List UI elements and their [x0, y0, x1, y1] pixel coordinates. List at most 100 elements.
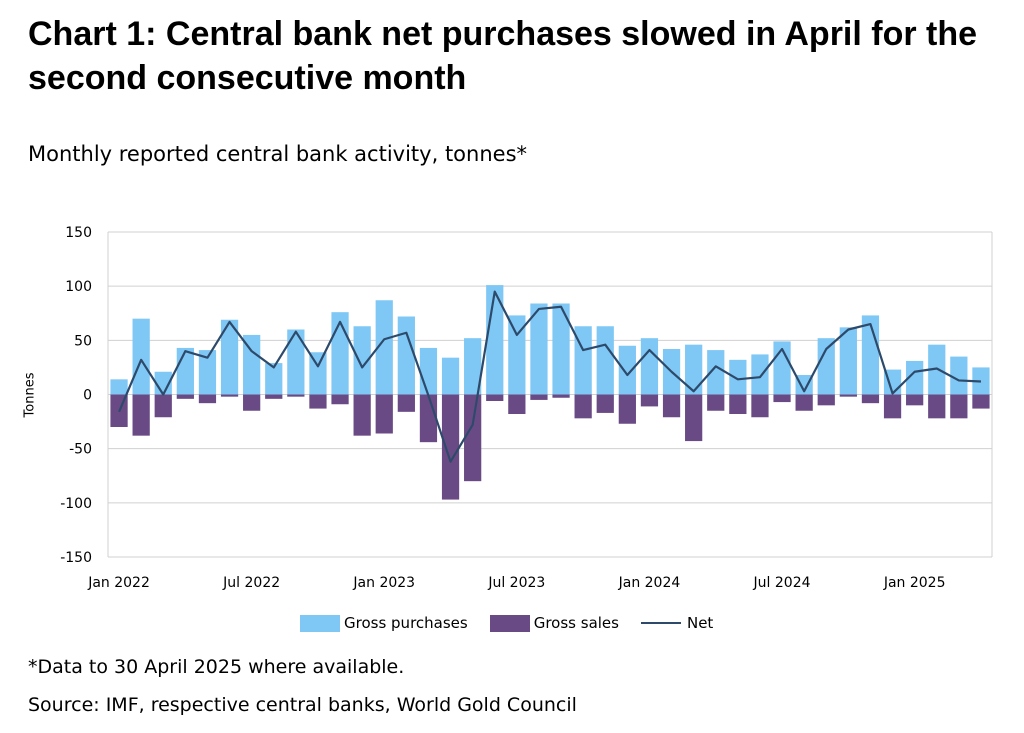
sales-bar	[331, 394, 349, 405]
purchase-bar	[397, 316, 415, 395]
x-tick-label: Jul 2022	[222, 575, 280, 591]
purchase-bar	[508, 315, 526, 395]
purchase-bar	[110, 379, 128, 395]
x-tick-label: Jul 2024	[753, 575, 811, 591]
purchase-bar	[552, 303, 570, 395]
legend-item-net: Net	[640, 614, 714, 632]
sales-bar	[552, 394, 570, 398]
purchase-bar	[441, 357, 460, 395]
legend-item-purchases: Gross purchases	[300, 614, 468, 632]
x-tick-label: Jan 2025	[883, 575, 946, 591]
net-swatch	[640, 622, 681, 624]
sales-bar	[220, 394, 239, 397]
sales-bar	[464, 394, 482, 482]
purchase-bar	[906, 360, 924, 395]
sales-bar	[906, 394, 924, 406]
sales-bar	[154, 394, 172, 418]
sales-bar	[883, 394, 902, 419]
purchase-bar	[220, 319, 239, 395]
sales-bar	[287, 394, 305, 397]
purchase-bar	[950, 356, 968, 395]
purchase-bar	[132, 318, 150, 395]
sales-bar	[662, 394, 681, 418]
sales-bar	[773, 394, 791, 403]
sales-bar	[751, 394, 769, 418]
sales-bar	[950, 394, 968, 419]
purchase-bar	[243, 334, 261, 395]
legend-label-sales: Gross sales	[533, 614, 619, 632]
sales-bar	[243, 394, 261, 411]
purchase-bar	[817, 338, 835, 395]
y-tick-label: -50	[69, 442, 92, 458]
legend-label-purchases: Gross purchases	[344, 614, 468, 632]
purchase-bar	[287, 329, 305, 395]
purchase-bar	[729, 359, 747, 395]
sales-bar	[861, 394, 880, 404]
sales-bar	[375, 394, 393, 434]
sales-bar	[309, 394, 327, 409]
purchase-bar	[640, 338, 659, 395]
purchase-bar	[353, 326, 371, 395]
footnote: *Data to 30 April 2025 where available.	[28, 656, 405, 678]
purchase-bar	[198, 350, 217, 395]
purchase-bar	[176, 347, 194, 395]
purchase-bar	[464, 338, 482, 395]
sales-bar	[707, 394, 725, 411]
y-tick-labels: 150 100 50 0 -50 -100 -150	[60, 225, 92, 566]
sales-bar	[132, 394, 150, 436]
y-tick-label: -100	[60, 496, 92, 512]
source-note: Source: IMF, respective central banks, W…	[28, 694, 577, 716]
purchase-bar	[265, 363, 283, 395]
sales-bar	[640, 394, 659, 407]
purchase-bar	[596, 326, 614, 395]
sales-bar	[685, 394, 703, 442]
sales-bar	[353, 394, 371, 436]
sales-bar	[618, 394, 636, 424]
purchase-bar	[375, 300, 393, 395]
x-tick-label: Jan 2023	[352, 575, 415, 591]
bar-series	[110, 285, 990, 500]
x-tick-label: Jul 2023	[487, 575, 545, 591]
sales-bar	[530, 394, 548, 400]
x-tick-label: Jan 2022	[87, 575, 150, 591]
purchase-bar	[795, 375, 813, 395]
purchase-bar	[331, 312, 349, 395]
sales-bar	[795, 394, 813, 411]
purchase-bar	[309, 352, 327, 395]
sales-bar	[397, 394, 415, 412]
purchase-bar	[618, 345, 636, 395]
y-tick-label: -150	[60, 550, 92, 566]
legend-label-net: Net	[686, 614, 714, 632]
chart-subtitle: Monthly reported central bank activity, …	[28, 142, 528, 166]
sales-bar	[486, 394, 504, 401]
sales-swatch	[489, 614, 530, 632]
purchase-bar	[707, 350, 725, 395]
sales-bar	[508, 394, 526, 414]
sales-bar	[596, 394, 614, 413]
x-tick-label: Jan 2024	[618, 575, 681, 591]
net-line	[118, 290, 982, 463]
y-tick-label: 0	[83, 388, 92, 404]
purchases-swatch	[300, 614, 340, 632]
sales-bar	[928, 394, 946, 419]
net-line-series	[118, 290, 982, 463]
sales-bar	[972, 394, 990, 409]
sales-bar	[441, 394, 460, 500]
purchase-bar	[419, 347, 438, 395]
sales-bar	[839, 394, 857, 397]
y-tick-label: 100	[65, 279, 92, 295]
y-tick-label: 150	[65, 225, 92, 241]
sales-bar	[817, 394, 835, 406]
gridlines	[107, 231, 993, 558]
legend: Gross purchases Gross sales Net	[300, 612, 735, 634]
purchase-bar	[839, 327, 857, 395]
sales-bar	[574, 394, 592, 419]
sales-bar	[198, 394, 217, 404]
sales-bar	[729, 394, 747, 414]
y-tick-label: 50	[74, 333, 92, 349]
x-tick-labels: Jan 2022 Jul 2022 Jan 2023 Jul 2023 Jan 2024…	[87, 575, 945, 591]
purchase-bar	[685, 344, 703, 395]
legend-item-sales: Gross sales	[489, 614, 619, 632]
purchase-bar	[751, 354, 769, 395]
